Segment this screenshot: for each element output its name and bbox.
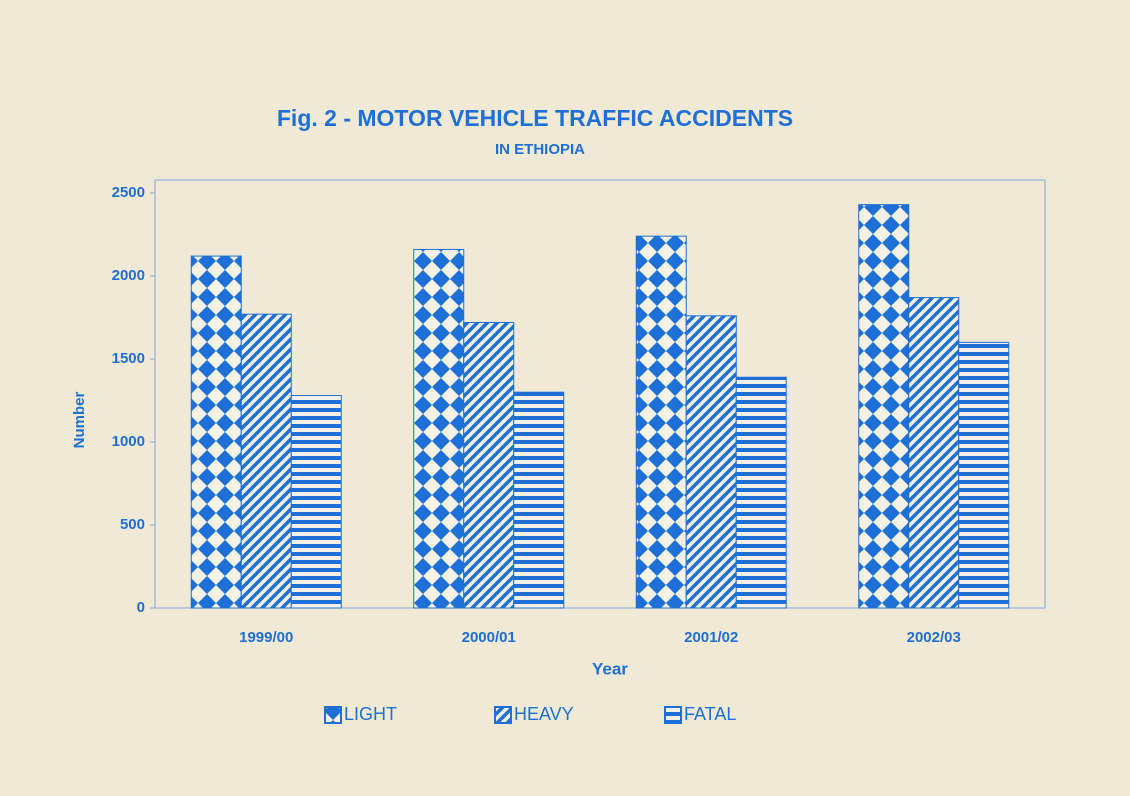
y-tick-label: 2000 bbox=[112, 267, 145, 284]
y-tick-label: 0 bbox=[137, 599, 145, 616]
x-axis-label: Year bbox=[592, 659, 628, 678]
x-tick-label: 2001/02 bbox=[684, 629, 738, 646]
bar bbox=[735, 376, 787, 609]
x-tick-label: 2000/01 bbox=[462, 629, 516, 646]
chart-subtitle: IN ETHIOPIA bbox=[495, 141, 585, 158]
y-tick-label: 1000 bbox=[112, 433, 145, 450]
legend-swatch bbox=[494, 706, 512, 724]
legend-swatch bbox=[664, 706, 682, 724]
chart-title: Fig. 2 - MOTOR VEHICLE TRAFFIC ACCIDENTS bbox=[277, 105, 793, 131]
legend-swatch bbox=[324, 706, 342, 724]
bar bbox=[413, 248, 465, 609]
y-tick-label: 1500 bbox=[112, 350, 145, 367]
y-tick-label: 2500 bbox=[112, 184, 145, 201]
bar bbox=[958, 341, 1010, 609]
bar bbox=[635, 235, 687, 609]
y-tick-label: 500 bbox=[120, 516, 145, 533]
x-tick-label: 1999/00 bbox=[239, 629, 293, 646]
x-tick-label: 2002/03 bbox=[907, 629, 961, 646]
legend-label: LIGHT bbox=[344, 704, 397, 724]
legend-label: FATAL bbox=[684, 704, 736, 724]
bar bbox=[190, 255, 242, 609]
bar bbox=[858, 204, 910, 609]
bar bbox=[240, 313, 292, 609]
bar bbox=[463, 321, 515, 609]
bar bbox=[908, 297, 960, 609]
bar bbox=[513, 391, 565, 609]
bar bbox=[685, 315, 737, 609]
y-axis-label: Number bbox=[71, 392, 88, 449]
bar bbox=[290, 395, 342, 609]
legend-label: HEAVY bbox=[514, 704, 574, 724]
